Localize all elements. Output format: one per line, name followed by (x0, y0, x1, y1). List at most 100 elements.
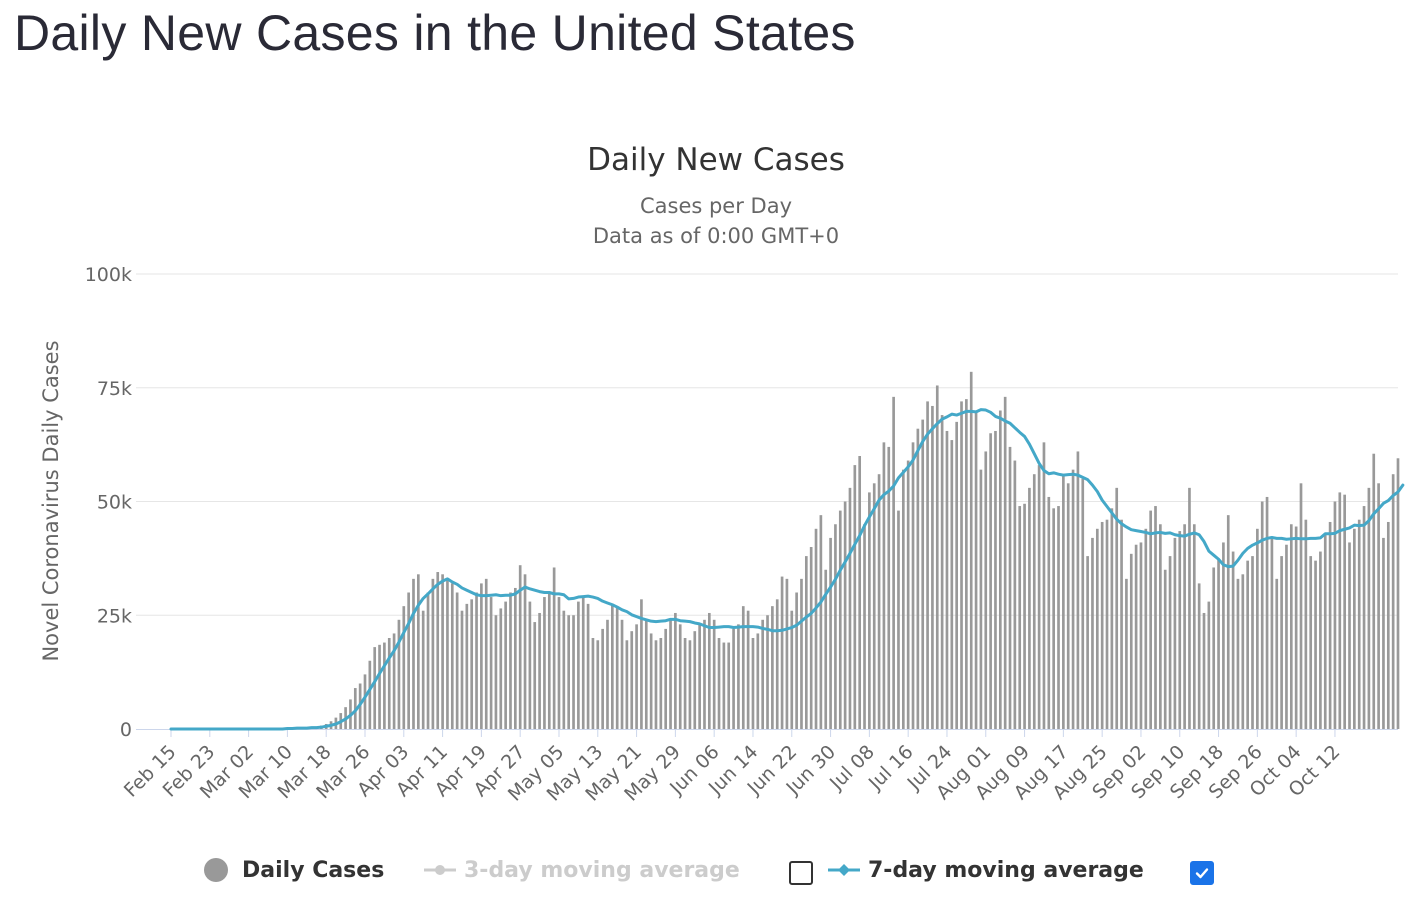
daily-cases-bar (1357, 519, 1361, 729)
chart-legend: Daily Cases 3-day moving average 7-day m… (0, 852, 1420, 888)
daily-cases-bar (678, 624, 682, 729)
daily-cases-bar (615, 606, 619, 729)
daily-cases-bar (460, 610, 464, 729)
daily-cases-bar (475, 592, 478, 729)
daily-cases-bar (737, 624, 740, 729)
toggle-3-day-average-checkbox[interactable] (789, 861, 813, 885)
daily-cases-bar (935, 385, 939, 729)
daily-cases-bar (965, 399, 968, 729)
checkmark-icon (1195, 868, 1209, 879)
daily-cases-bar (1207, 601, 1211, 729)
daily-cases-bar (552, 567, 556, 729)
y-tick-label: 25k (97, 605, 132, 627)
daily-cases-bar (484, 578, 488, 729)
daily-cases-bar (635, 624, 638, 729)
daily-cases-bar (378, 644, 381, 729)
daily-cases-bar (693, 631, 697, 729)
daily-cases-bar (606, 619, 609, 729)
daily-cases-bar (446, 578, 449, 729)
daily-cases-bar (1062, 476, 1065, 729)
daily-cases-bar (1081, 478, 1085, 729)
daily-cases-bar (581, 597, 585, 729)
daily-cases-bar (727, 642, 731, 729)
daily-cases-bar (1280, 556, 1283, 729)
daily-cases-bar (1115, 487, 1119, 729)
daily-cases-bar (1285, 544, 1288, 729)
daily-cases-bar (926, 401, 929, 729)
daily-cases-bar (848, 487, 852, 729)
toggle-7-day-average-checkbox[interactable] (1190, 861, 1214, 885)
y-tick-label: 75k (97, 378, 132, 400)
daily-cases-bar (1265, 496, 1269, 729)
daily-cases-bar (795, 592, 798, 729)
daily-cases-bar (528, 601, 532, 729)
daily-cases-bar (674, 612, 677, 729)
daily-cases-bar (640, 599, 643, 729)
y-axis-title: Novel Coronavirus Daily Cases (39, 340, 63, 661)
daily-cases-bar (426, 592, 430, 729)
daily-cases-bar (785, 578, 789, 729)
daily-cases-bar (397, 619, 401, 729)
daily-cases-bar (1241, 574, 1245, 729)
daily-cases-bar (712, 619, 716, 729)
daily-cases-bar (504, 601, 507, 729)
daily-cases-bar (756, 633, 760, 729)
daily-cases-bar (853, 465, 857, 729)
daily-cases-bar (514, 587, 517, 729)
daily-cases-bar (1333, 501, 1337, 729)
daily-cases-bar (1328, 521, 1332, 729)
line-series-marker-icon (828, 864, 860, 876)
daily-cases-bar (591, 638, 595, 729)
daily-cases-bar (751, 638, 755, 729)
daily-cases-bar (1086, 556, 1089, 729)
daily-cases-bar (363, 674, 367, 729)
daily-cases-bar (945, 430, 949, 729)
daily-cases-bar (620, 619, 624, 729)
daily-cases-bar (950, 440, 954, 729)
daily-cases-bar (897, 510, 900, 729)
daily-cases-bar (557, 597, 561, 729)
daily-cases-bar (1212, 567, 1216, 729)
daily-cases-bar (1066, 483, 1070, 729)
legend-item-3-day-average[interactable]: 3-day moving average (424, 852, 740, 888)
daily-cases-bar (858, 456, 862, 729)
daily-cases-bar (1362, 506, 1366, 729)
daily-cases-bar (771, 606, 774, 729)
daily-cases-bar (698, 624, 701, 729)
daily-cases-bar (974, 412, 978, 729)
daily-cases-bar (1134, 544, 1138, 729)
daily-cases-bar (1013, 460, 1017, 729)
daily-cases-bar (703, 619, 706, 729)
daily-cases-bar (1129, 553, 1133, 729)
daily-cases-bar (1246, 560, 1249, 729)
daily-cases-bar (843, 501, 847, 729)
daily-cases-bar (407, 592, 410, 729)
legend-item-daily-cases[interactable]: Daily Cases (204, 852, 384, 888)
daily-cases-bar (1309, 556, 1313, 729)
chart-subtitle-line-2: Data as of 0:00 GMT+0 (593, 224, 839, 248)
legend-label-7-day-average: 7-day moving average (868, 857, 1144, 883)
daily-cases-bar (1294, 526, 1298, 729)
daily-cases-bar (649, 633, 653, 729)
daily-cases-bar (1323, 533, 1327, 729)
daily-cases-bar (722, 642, 726, 729)
daily-cases-bar (1105, 519, 1109, 729)
daily-cases-bar (1003, 396, 1007, 729)
line-series-marker-icon (424, 865, 456, 875)
daily-cases-bar (931, 405, 934, 729)
daily-cases-bar (1343, 494, 1346, 729)
daily-cases-bar (669, 619, 672, 729)
daily-cases-bar (387, 638, 391, 729)
daily-cases-bar (1222, 542, 1225, 729)
daily-cases-bar (1173, 537, 1177, 729)
daily-cases-bar (470, 599, 474, 729)
daily-cases-bar (766, 615, 769, 729)
daily-cases-bar (1217, 558, 1220, 729)
daily-cases-bar (1304, 519, 1308, 729)
daily-cases-bar (412, 578, 415, 729)
daily-cases-bar (562, 610, 566, 729)
daily-cases-bar (1197, 583, 1201, 729)
daily-cases-bar (814, 528, 818, 729)
legend-item-7-day-average[interactable]: 7-day moving average (828, 852, 1144, 888)
